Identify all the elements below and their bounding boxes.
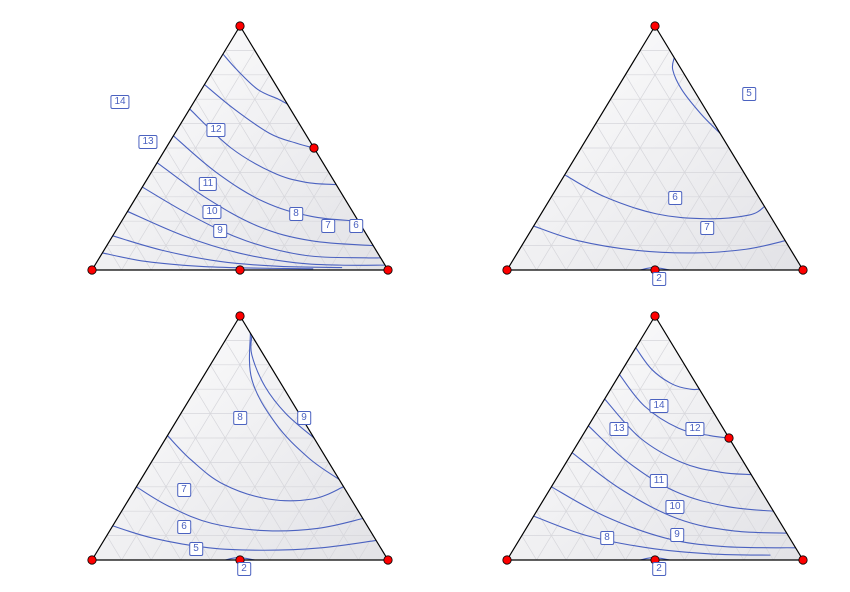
contour-label: 12	[206, 123, 225, 137]
contour-label: 11	[199, 177, 217, 191]
vertex-node	[651, 22, 659, 30]
contour-label: 7	[321, 219, 335, 233]
contour-label: 9	[297, 411, 311, 425]
ternary-panel-A: 14 13 12 11 10 9 8 76	[40, 10, 440, 290]
ternary-panel-C: 8 9 7 6 5 2	[40, 300, 440, 580]
contour-label: 13	[138, 135, 157, 149]
ternary-panel-D: 14 13 12 11 10 9 8 2	[455, 300, 850, 580]
vertex-node	[651, 312, 659, 320]
vertex-node	[310, 144, 318, 152]
vertex-node	[503, 266, 511, 274]
contour-label: 6	[668, 191, 682, 205]
contour-label: 6	[177, 520, 191, 534]
vertex-node	[503, 556, 511, 564]
vertex-node	[799, 556, 807, 564]
contour-label: 13	[609, 422, 628, 436]
contour-label: 14	[649, 399, 668, 413]
ternary-panel-B: 5 6 7 2	[455, 10, 850, 290]
vertex-node	[725, 434, 733, 442]
vertex-node	[799, 266, 807, 274]
contour-label: 7	[700, 221, 714, 235]
contour-label: 8	[600, 531, 614, 545]
vertex-node	[384, 266, 392, 274]
stage: 1413121110987656728976521413121110982	[0, 0, 850, 592]
contour-label: 6	[349, 219, 363, 233]
vertex-node	[384, 556, 392, 564]
contour-label: 10	[202, 205, 221, 219]
contour-label: 5	[742, 87, 756, 101]
contour-label: 8	[233, 411, 247, 425]
vertex-node	[236, 312, 244, 320]
contour-label: 12	[685, 422, 704, 436]
contour-label: 11	[650, 474, 668, 488]
vertex-node	[88, 556, 96, 564]
vertex-node	[236, 266, 244, 274]
contour-label: 14	[110, 95, 129, 109]
contour-label: 7	[177, 483, 191, 497]
vertex-node	[236, 22, 244, 30]
contour-label: 10	[665, 500, 684, 514]
contour-label: 9	[670, 528, 684, 542]
contour-label: 2	[652, 562, 666, 576]
contour-label: 2	[652, 272, 666, 286]
contour-label: 9	[213, 224, 227, 238]
contour-label: 5	[189, 542, 203, 556]
contour-label: 8	[289, 207, 303, 221]
vertex-node	[88, 266, 96, 274]
contour-label: 2	[237, 562, 251, 576]
